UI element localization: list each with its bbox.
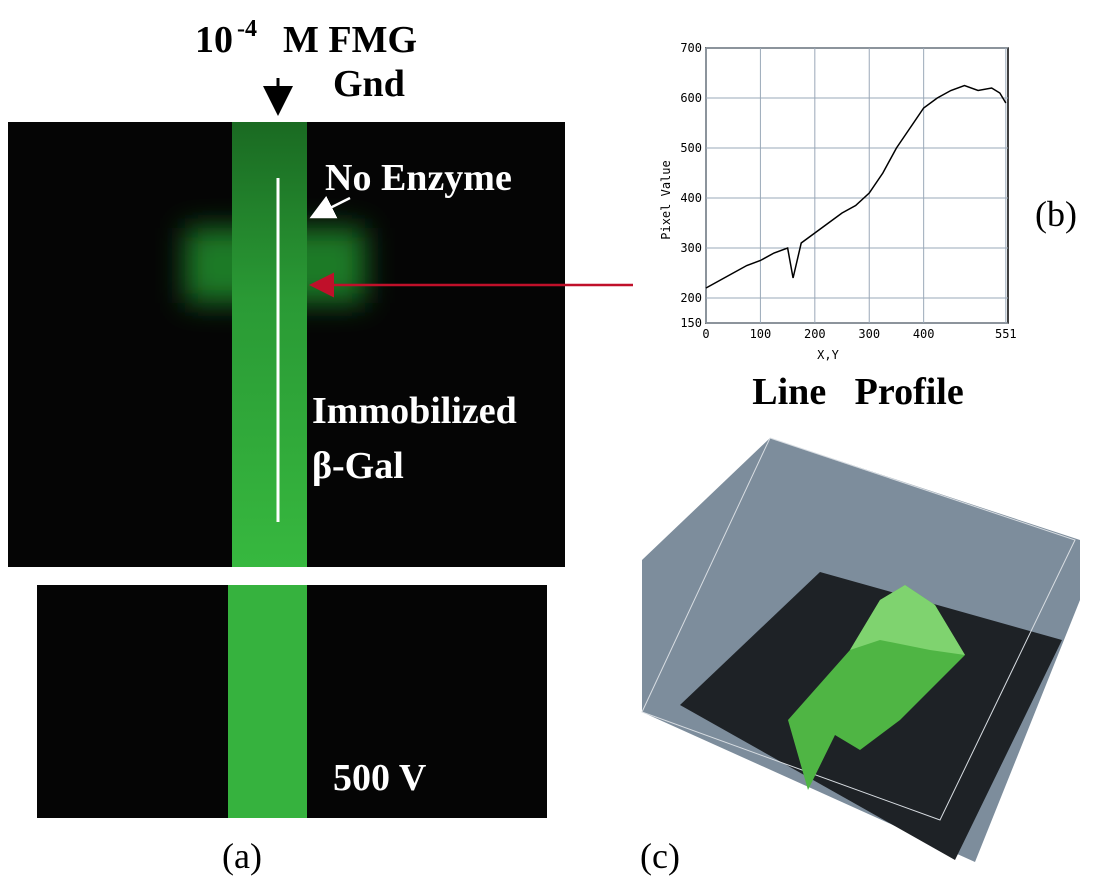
caption-a: (a)	[222, 836, 262, 876]
plot-area	[705, 47, 1009, 324]
caption-b: (b)	[1035, 194, 1077, 234]
top-label-base: 10	[195, 19, 233, 61]
gal-label: β-Gal	[312, 445, 404, 487]
top-label-exponent: -4	[237, 16, 257, 42]
x-tick-label: 300	[858, 327, 880, 341]
chart-subtitle: Line Profile	[752, 371, 963, 413]
y-tick-label: 300	[680, 241, 702, 255]
channel	[232, 122, 307, 567]
caption-c: (c)	[640, 836, 680, 876]
x-tick-label: 200	[804, 327, 826, 341]
panel-c: (c)	[640, 437, 1080, 876]
panel-a: 10 -4 M FMG Gnd No Enzyme Immobilized β-…	[8, 16, 633, 876]
y-tick-label: 400	[680, 191, 702, 205]
x-tick-label: 0	[702, 327, 709, 341]
gnd-label: Gnd	[333, 63, 405, 105]
no-enzyme-label: No Enzyme	[325, 157, 512, 199]
panel-b: (b) Line Profile X,Y Pixel Value 150 200 3…	[659, 41, 1077, 413]
x-tick-label: 400	[913, 327, 935, 341]
x-tick-label: 100	[750, 327, 772, 341]
y-tick-label: 600	[680, 91, 702, 105]
plot3d-box	[641, 437, 1076, 821]
y-tick-label: 700	[680, 41, 702, 55]
y-axis-label: Pixel Value	[659, 160, 673, 239]
y-tick-label: 150	[680, 316, 702, 330]
x-axis-label: X,Y	[817, 348, 839, 362]
y-tick-label: 500	[680, 141, 702, 155]
y-tick-label: 200	[680, 291, 702, 305]
channel-bottom	[228, 585, 307, 818]
surface-top	[850, 585, 965, 655]
immobilized-label: Immobilized	[312, 390, 517, 432]
profile-line	[705, 84, 1007, 289]
arrow-white	[309, 195, 351, 219]
voltage-label: 500 V	[333, 757, 427, 799]
top-label-rest: M FMG	[283, 19, 417, 61]
x-tick-label: 551	[995, 327, 1017, 341]
